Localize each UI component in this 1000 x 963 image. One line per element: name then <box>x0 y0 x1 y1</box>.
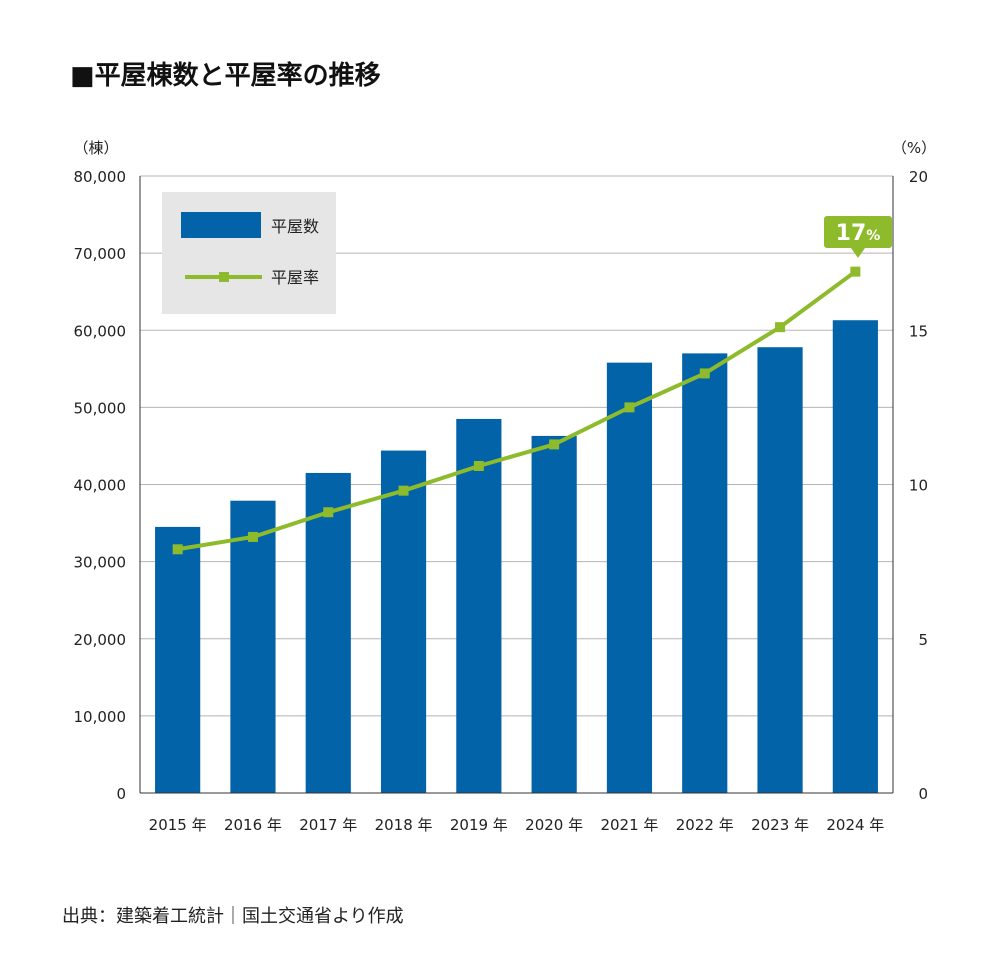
legend-line-marker <box>219 272 229 282</box>
chart-title: ■平屋棟数と平屋率の推移 <box>70 61 381 91</box>
rate-point <box>775 322 786 333</box>
bar <box>305 472 351 793</box>
rate-point <box>323 507 334 518</box>
legend-background <box>162 192 336 314</box>
rate-point <box>850 266 861 277</box>
legend-bar-label: 平屋数 <box>271 217 319 236</box>
line-layer <box>172 266 861 555</box>
bar <box>832 320 878 793</box>
legend-line-label: 平屋率 <box>271 268 319 287</box>
y-left-tick-label: 40,000 <box>74 477 127 495</box>
x-tick-label: 2015 年 <box>149 816 207 834</box>
rate-point <box>473 460 484 471</box>
y-left-tick-label: 80,000 <box>74 168 127 186</box>
y-right-tick-label: 0 <box>918 785 928 803</box>
y-right-tick-label: 15 <box>909 322 928 340</box>
x-tick-label: 2019 年 <box>450 816 508 834</box>
x-tick-label: 2023 年 <box>751 816 809 834</box>
y-left-tick-label: 10,000 <box>74 708 127 726</box>
x-tick-label: 2018 年 <box>375 816 433 834</box>
bar <box>380 450 427 793</box>
y-right-tick-label: 20 <box>909 168 928 186</box>
bar <box>682 353 728 793</box>
callout-label: 17% <box>836 221 881 246</box>
y-left-tick-label: 30,000 <box>74 554 127 572</box>
source-note: 出典：建築着工統計｜国土交通省より作成 <box>62 906 404 927</box>
y-left-tick-label: 0 <box>116 785 126 803</box>
y-left-tick-label: 20,000 <box>74 631 127 649</box>
y-left-tick-label: 50,000 <box>74 399 127 417</box>
y-right-axis-label: （%） <box>892 139 936 157</box>
y-right-tick-label: 10 <box>909 477 928 495</box>
y-left-tick-label: 70,000 <box>74 245 127 263</box>
rate-point <box>549 439 560 450</box>
y-left-axis-label: （棟） <box>73 139 118 157</box>
rate-point <box>699 368 710 379</box>
callout-box <box>824 216 892 248</box>
x-tick-label: 2016 年 <box>224 816 282 834</box>
rate-point <box>247 531 258 542</box>
rate-line <box>177 270 857 552</box>
callout-value: 17 <box>836 221 867 246</box>
x-tick-label: 2017 年 <box>299 816 357 834</box>
x-tick-label: 2020 年 <box>525 816 583 834</box>
bar <box>531 435 577 793</box>
bar <box>606 362 653 793</box>
rate-point <box>172 544 183 555</box>
bar <box>456 418 502 793</box>
callout-arrow <box>851 248 865 258</box>
bar <box>757 347 803 793</box>
y-right-tick-label: 5 <box>918 631 928 649</box>
y-left-tick-label: 60,000 <box>74 322 127 340</box>
callout-unit: % <box>866 228 880 244</box>
bar <box>155 526 201 793</box>
bar-layer <box>155 320 878 793</box>
x-tick-label: 2022 年 <box>676 816 734 834</box>
rate-point <box>398 485 409 496</box>
legend: 平屋数 平屋率 <box>162 192 336 314</box>
bar <box>230 500 276 793</box>
callout: 17% <box>824 216 892 258</box>
axis-layer: 0 10,000 20,000 30,000 40,000 50,000 60,000 70,… <box>73 139 936 834</box>
x-tick-label: 2021 年 <box>600 816 658 834</box>
rate-point <box>624 402 635 413</box>
legend-bar-swatch <box>181 212 261 238</box>
x-tick-label: 2024 年 <box>826 816 884 834</box>
